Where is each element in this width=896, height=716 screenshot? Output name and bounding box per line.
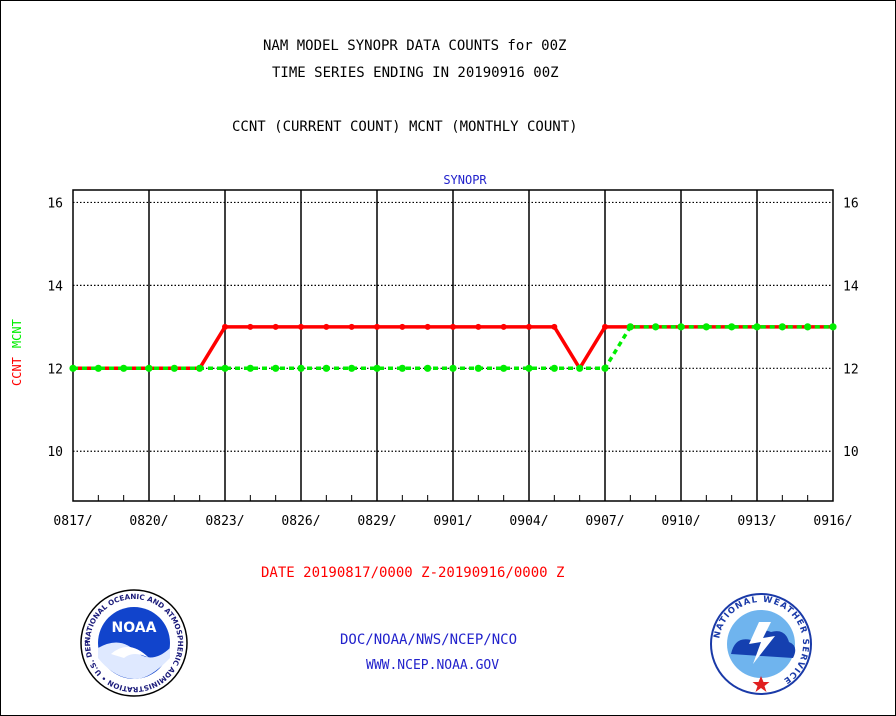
data-point-mcnt (702, 323, 710, 331)
y-axis-label-ccnt: CCNT (10, 357, 24, 386)
data-point-mcnt (272, 364, 280, 372)
data-point-mcnt (120, 364, 128, 372)
y-axis-label-mcnt: MCNT (10, 319, 24, 348)
data-point-mcnt (778, 323, 786, 331)
data-point-mcnt (829, 323, 837, 331)
x-tick-label: 0820/ (129, 514, 168, 529)
data-point-mcnt (525, 364, 533, 372)
y-tick-label-right: 12 (843, 362, 859, 377)
chart-title-line2: TIME SERIES ENDING IN 20190916 00Z (272, 65, 559, 81)
data-point-ccnt (222, 323, 228, 330)
data-point-mcnt (449, 364, 457, 372)
x-tick-label: 0913/ (737, 514, 776, 529)
data-point-mcnt (373, 364, 381, 372)
data-point-mcnt (322, 364, 330, 372)
y-tick-label-left: 16 (47, 196, 63, 211)
grid-layer (72, 189, 834, 502)
org-path-text: DOC/NOAA/NWS/NCEP/NCO (340, 632, 518, 648)
x-tick-label: 0829/ (357, 514, 396, 529)
y-tick-label-left: 10 (47, 445, 63, 460)
noaa-logo: NATIONAL OCEANIC AND ATMOSPHERIC ADMINIS… (79, 588, 188, 697)
data-point-mcnt (94, 364, 102, 372)
data-point-mcnt (170, 364, 178, 372)
x-tick-label: 0910/ (661, 514, 700, 529)
y-axis-label: CCNT MCNT (10, 319, 24, 386)
data-point-ccnt (500, 323, 507, 330)
data-point-mcnt (601, 364, 609, 372)
data-point-mcnt (196, 364, 204, 372)
x-tick-label: 0901/ (433, 514, 472, 529)
data-point-ccnt (424, 323, 431, 330)
data-point-mcnt (145, 364, 153, 372)
website-link[interactable]: WWW.NCEP.NOAA.GOV (366, 658, 500, 673)
nws-logo: NATIONAL WEATHER SERVICE (710, 593, 812, 695)
data-point-ccnt (272, 323, 279, 330)
data-point-ccnt (602, 323, 608, 330)
chart-subtitle: CCNT (CURRENT COUNT) MCNT (MONTHLY COUNT… (232, 119, 578, 135)
data-point-mcnt (576, 364, 584, 372)
x-tick-label: 0907/ (585, 514, 624, 529)
data-point-mcnt (221, 364, 229, 372)
date-range-label: DATE 20190817/0000 Z-20190916/0000 Z (261, 565, 565, 581)
data-point-ccnt (323, 323, 330, 330)
data-point-ccnt (551, 323, 558, 330)
data-point-mcnt (626, 323, 634, 331)
data-point-mcnt (348, 364, 356, 372)
data-point-mcnt (297, 364, 305, 372)
data-point-mcnt (424, 364, 432, 372)
y-tick-label-right: 14 (843, 279, 859, 294)
x-tick-label: 0823/ (205, 514, 244, 529)
data-point-mcnt (69, 364, 77, 372)
data-point-ccnt (247, 323, 254, 330)
data-point-mcnt (652, 323, 660, 331)
data-point-ccnt (298, 323, 304, 330)
y-tick-label-right: 10 (843, 445, 859, 460)
y-tick-label-right: 16 (843, 196, 859, 211)
data-point-mcnt (804, 323, 812, 331)
panel-title: SYNOPR (443, 173, 487, 187)
data-point-mcnt (677, 323, 685, 331)
data-point-ccnt (374, 323, 380, 330)
data-point-mcnt (246, 364, 254, 372)
data-point-ccnt (526, 323, 532, 330)
noaa-logo-text: NOAA (112, 620, 157, 636)
data-point-mcnt (550, 364, 558, 372)
series-layer (69, 323, 837, 372)
data-point-mcnt (500, 364, 508, 372)
label-layer: 0817/0820/0823/0826/0829/0901/0904/0907/… (10, 173, 859, 529)
y-tick-label-left: 12 (47, 362, 63, 377)
data-point-mcnt (728, 323, 736, 331)
x-tick-label: 0904/ (509, 514, 548, 529)
data-point-mcnt (398, 364, 406, 372)
y-tick-label-left: 14 (47, 279, 63, 294)
x-tick-label: 0817/ (53, 514, 92, 529)
data-point-mcnt (474, 364, 482, 372)
data-point-ccnt (348, 323, 355, 330)
data-point-mcnt (753, 323, 761, 331)
data-point-ccnt (475, 323, 482, 330)
data-point-ccnt (450, 323, 456, 330)
x-tick-label: 0826/ (281, 514, 320, 529)
chart-title-line1: NAM MODEL SYNOPR DATA COUNTS for 00Z (263, 38, 567, 54)
x-tick-label: 0916/ (813, 514, 852, 529)
data-point-ccnt (399, 323, 406, 330)
